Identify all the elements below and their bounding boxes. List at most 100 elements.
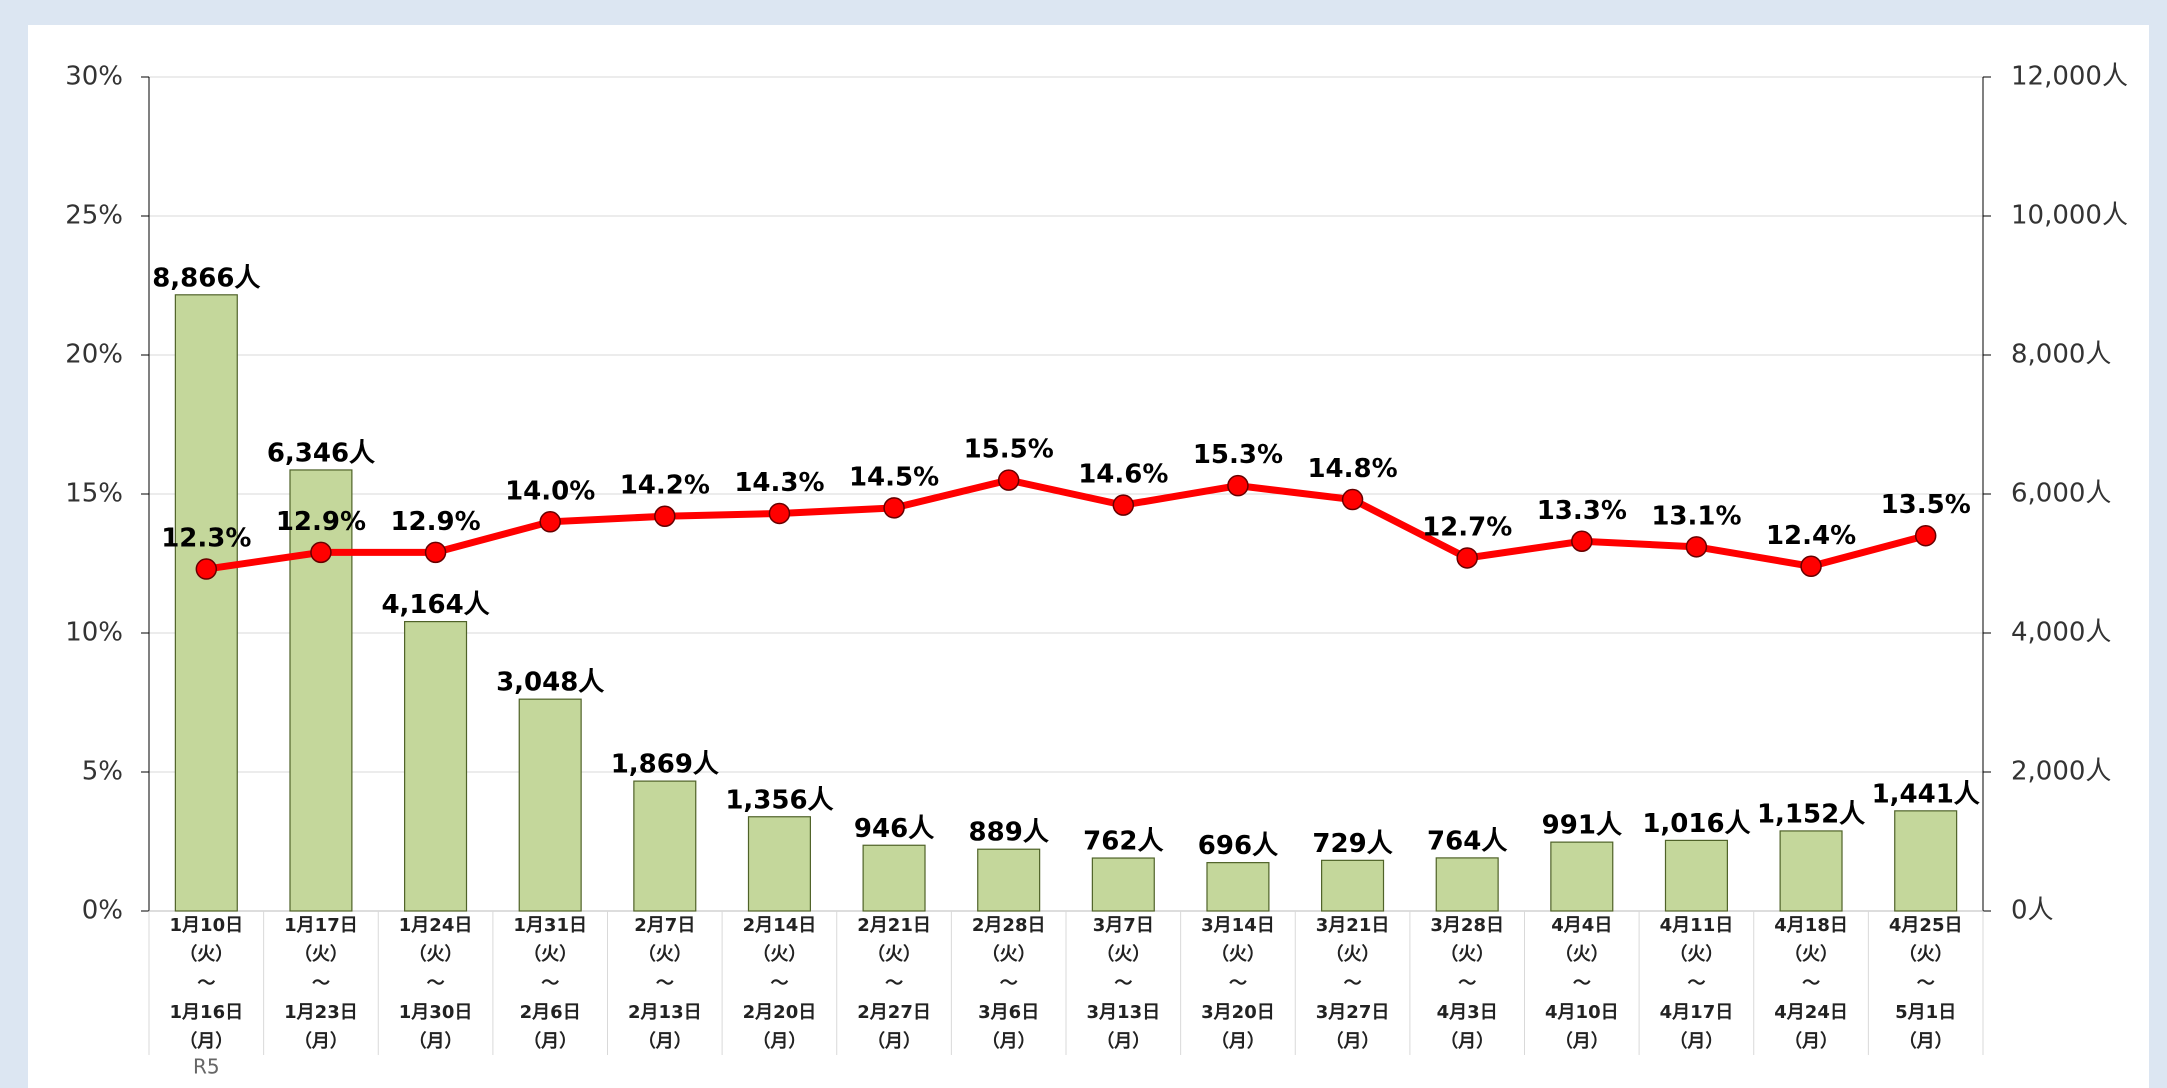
line-label: 12.9% [390, 507, 480, 537]
x-tick-label: ～ [1917, 973, 1935, 994]
x-tick-label: 3月20日 [1201, 1002, 1275, 1023]
x-tick-label: 3月21日 [1316, 915, 1390, 936]
x-tick-label: （月） [409, 1031, 463, 1052]
y2-tick-label: 0人 [2011, 896, 2054, 926]
x-tick-label: 1月10日 [170, 915, 244, 936]
y-tick-label: 15% [65, 479, 123, 509]
x-tick-label: （月） [1669, 1031, 1723, 1052]
x-tick-label: （月） [752, 1031, 806, 1052]
x-tick-label: ～ [312, 973, 330, 994]
y2-tick-label: 6,000人 [2011, 479, 2111, 509]
bar-label: 696人 [1198, 831, 1278, 861]
bar [404, 621, 468, 912]
line-marker [997, 469, 1020, 491]
x-tick-label: （火） [179, 944, 233, 965]
x-tick-label: （火） [1326, 944, 1380, 965]
bar-label: 1,152人 [1757, 799, 1865, 829]
x-tick-label: ～ [770, 973, 788, 994]
y2-tick-label: 2,000人 [2011, 757, 2111, 787]
x-tick-label: 4月10日 [1545, 1002, 1619, 1023]
line-marker [1571, 530, 1593, 553]
x-tick-label: （火） [867, 944, 921, 965]
x-tick-label: （月） [523, 1031, 577, 1052]
y-tick-label: 0% [82, 896, 123, 926]
line-label: 12.7% [1422, 512, 1512, 542]
x-tick-label: 1月24日 [399, 915, 473, 936]
y-tick-label: 25% [65, 201, 123, 231]
x-tick-label: 1月30日 [399, 1002, 473, 1023]
line-label: 14.2% [620, 471, 710, 501]
bar [1206, 862, 1270, 912]
x-tick-label: ～ [1573, 973, 1591, 994]
line-label: 15.3% [1193, 440, 1283, 470]
x-tick-label: 2月21日 [857, 915, 931, 936]
x-tick-label: （月） [1899, 1031, 1953, 1052]
x-tick-label: ～ [1229, 973, 1247, 994]
annotation: R5 [193, 1055, 220, 1079]
x-tick-label: （火） [1784, 944, 1838, 965]
x-tick-label: （月） [1555, 1031, 1609, 1052]
line-label: 13.1% [1651, 501, 1741, 531]
x-tick-label: ～ [427, 973, 445, 994]
line-marker [1800, 555, 1822, 578]
x-tick-label: ～ [1000, 973, 1018, 994]
line-label: 12.4% [1766, 521, 1856, 551]
x-tick-label: （火） [1555, 944, 1609, 965]
x-tick-label: 4月17日 [1660, 1002, 1734, 1023]
bar-label: 991人 [1542, 811, 1622, 841]
bar-label: 1,356人 [725, 785, 833, 815]
x-tick-label: （火） [638, 944, 692, 965]
y2-tick-label: 4,000人 [2011, 618, 2111, 648]
bar-label: 4,164人 [381, 590, 489, 620]
x-tick-label: （火） [752, 944, 806, 965]
x-tick-label: （火） [523, 944, 577, 965]
x-tick-label: （月） [294, 1031, 348, 1052]
x-tick-label: 4月3日 [1437, 1002, 1498, 1023]
line-marker [883, 497, 905, 519]
x-tick-label: 1月16日 [170, 1002, 244, 1023]
line-marker [310, 541, 332, 564]
y-tick-label: 10% [65, 618, 123, 648]
x-tick-label: ～ [885, 973, 903, 994]
x-tick-label: 2月7日 [634, 915, 695, 936]
x-tick-label: 2月14日 [743, 915, 817, 936]
x-tick-label: 4月18日 [1774, 915, 1848, 936]
x-tick-label: 2月28日 [972, 915, 1046, 936]
x-tick-label: （月） [867, 1031, 921, 1052]
bar [633, 780, 697, 912]
x-tick-label: 1月17日 [284, 915, 358, 936]
y-tick-label: 30% [65, 62, 123, 92]
x-tick-label: 3月13日 [1087, 1002, 1161, 1023]
bar [862, 844, 926, 912]
y-tick-label: 5% [82, 757, 123, 787]
x-tick-label: 1月31日 [513, 915, 587, 936]
line-marker [539, 511, 561, 533]
x-tick-label: 2月27日 [857, 1002, 931, 1023]
x-tick-label: 4月24日 [1774, 1002, 1848, 1023]
bar-label: 729人 [1312, 829, 1392, 859]
line-label: 12.3% [161, 524, 251, 554]
x-tick-label: ～ [197, 973, 215, 994]
bar-label: 946人 [854, 814, 934, 844]
x-tick-label: 3月28日 [1430, 915, 1504, 936]
x-tick-label: 3月27日 [1316, 1002, 1390, 1023]
x-tick-label: （月） [1096, 1031, 1150, 1052]
bar [1779, 830, 1843, 912]
x-tick-label: ～ [1344, 973, 1362, 994]
line-label: 14.5% [849, 462, 939, 492]
x-tick-label: ～ [1687, 973, 1705, 994]
x-tick-label: ～ [541, 973, 559, 994]
x-tick-label: （火） [982, 944, 1036, 965]
x-tick-label: （火） [1096, 944, 1150, 965]
line-marker [1456, 547, 1478, 569]
bar [747, 816, 811, 912]
line-marker [654, 505, 676, 527]
x-tick-label: 2月13日 [628, 1002, 702, 1023]
line-label: 12.9% [276, 507, 366, 537]
y2-tick-label: 8,000人 [2011, 340, 2111, 370]
bar-label: 1,869人 [611, 750, 719, 780]
line-marker [1227, 474, 1249, 497]
y2-tick-label: 12,000人 [2011, 62, 2128, 92]
line-marker [1112, 494, 1135, 516]
x-tick-label: （月） [1211, 1031, 1265, 1052]
